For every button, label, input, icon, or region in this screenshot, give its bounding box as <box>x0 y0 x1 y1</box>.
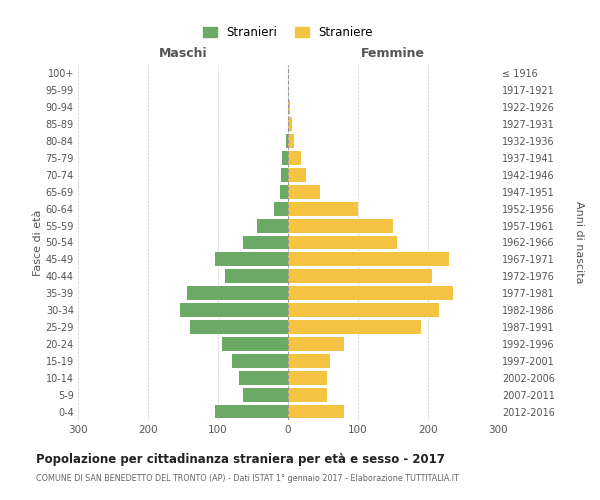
Bar <box>221 337 288 351</box>
Bar <box>288 404 344 418</box>
Bar <box>288 236 397 250</box>
Bar <box>239 371 288 384</box>
Bar <box>288 270 431 283</box>
Bar <box>288 354 330 368</box>
Bar <box>215 252 288 266</box>
Bar <box>288 286 452 300</box>
Bar <box>288 388 326 402</box>
Text: Popolazione per cittadinanza straniera per età e sesso - 2017: Popolazione per cittadinanza straniera p… <box>36 452 445 466</box>
Legend: Stranieri, Straniere: Stranieri, Straniere <box>198 21 378 44</box>
Bar <box>242 388 288 402</box>
Bar <box>187 286 288 300</box>
Y-axis label: Anni di nascita: Anni di nascita <box>574 201 584 284</box>
Text: COMUNE DI SAN BENEDETTO DEL TRONTO (AP) - Dati ISTAT 1° gennaio 2017 - Elaborazi: COMUNE DI SAN BENEDETTO DEL TRONTO (AP) … <box>36 474 459 483</box>
Bar <box>215 404 288 418</box>
Bar <box>283 151 288 165</box>
Bar <box>179 303 288 317</box>
Bar <box>288 337 344 351</box>
Bar <box>286 134 288 148</box>
Y-axis label: Fasce di età: Fasce di età <box>32 210 43 276</box>
Bar <box>288 117 292 131</box>
Text: Femmine: Femmine <box>361 47 425 60</box>
Bar <box>281 168 288 182</box>
Text: Maschi: Maschi <box>158 47 208 60</box>
Bar <box>288 151 301 165</box>
Bar <box>288 168 305 182</box>
Bar <box>225 270 288 283</box>
Bar <box>288 371 326 384</box>
Bar <box>257 218 288 232</box>
Bar <box>288 100 290 114</box>
Bar <box>274 202 288 215</box>
Bar <box>288 320 421 334</box>
Bar <box>288 303 439 317</box>
Bar <box>288 218 393 232</box>
Bar <box>288 185 320 198</box>
Bar <box>232 354 288 368</box>
Bar <box>280 185 288 198</box>
Bar <box>288 202 358 215</box>
Bar <box>288 134 293 148</box>
Bar <box>190 320 288 334</box>
Bar <box>288 252 449 266</box>
Bar <box>242 236 288 250</box>
